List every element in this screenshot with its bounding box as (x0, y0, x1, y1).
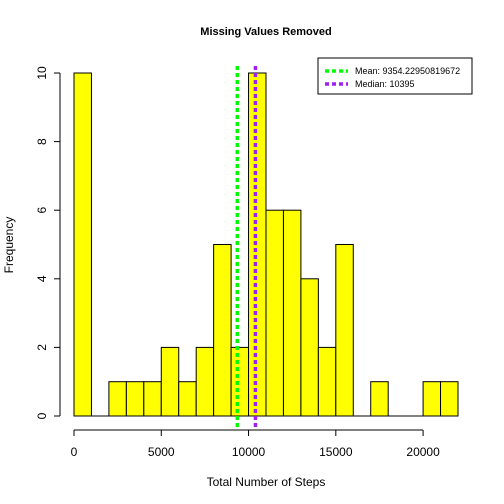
y-tick-label: 4 (35, 275, 49, 282)
histogram-bar (125, 381, 145, 417)
histogram-bar (300, 278, 319, 417)
bars-group (73, 72, 459, 417)
histogram-bar (195, 346, 215, 417)
x-tick-label: 5000 (148, 445, 175, 459)
x-tick-label: 0 (71, 445, 78, 459)
histogram-bar (73, 72, 92, 417)
histogram-bar (160, 346, 180, 417)
histogram-bar (370, 381, 389, 417)
y-axis-label: Frequency (2, 217, 16, 274)
legend-mean-label: Mean: 9354.22950819672 (355, 66, 460, 76)
chart-title: Missing Values Removed (200, 26, 331, 38)
histogram-bar (143, 381, 162, 417)
y-tick-label: 2 (35, 344, 49, 351)
y-tick-label: 10 (35, 66, 49, 80)
histogram-bar (440, 381, 459, 417)
x-tick-label: 15000 (319, 445, 353, 459)
x-tick-label: 10000 (232, 445, 266, 459)
histogram-bar (422, 381, 442, 417)
histogram-bar (248, 72, 267, 417)
histogram-bar (335, 244, 354, 417)
histogram-bar (213, 244, 232, 417)
x-tick-label: 20000 (406, 445, 440, 459)
x-axis: 0 5000 10000 15000 20000 (71, 429, 440, 459)
x-axis-label: Total Number of Steps (207, 475, 326, 489)
legend-median-label: Median: 10395 (355, 79, 415, 89)
histogram-bar (265, 209, 284, 417)
legend-box (317, 57, 473, 95)
histogram-bar (230, 346, 250, 417)
histogram-bar (282, 209, 302, 417)
y-axis: 0 2 4 6 8 10 (35, 66, 61, 419)
histogram-bar (178, 381, 197, 417)
histogram-bar (317, 346, 337, 417)
histogram-bar (108, 381, 127, 417)
y-tick-label: 6 (35, 207, 49, 214)
y-tick-label: 0 (35, 412, 49, 419)
y-tick-label: 8 (35, 138, 49, 145)
legend: Mean: 9354.22950819672 Median: 10395 (317, 57, 473, 95)
